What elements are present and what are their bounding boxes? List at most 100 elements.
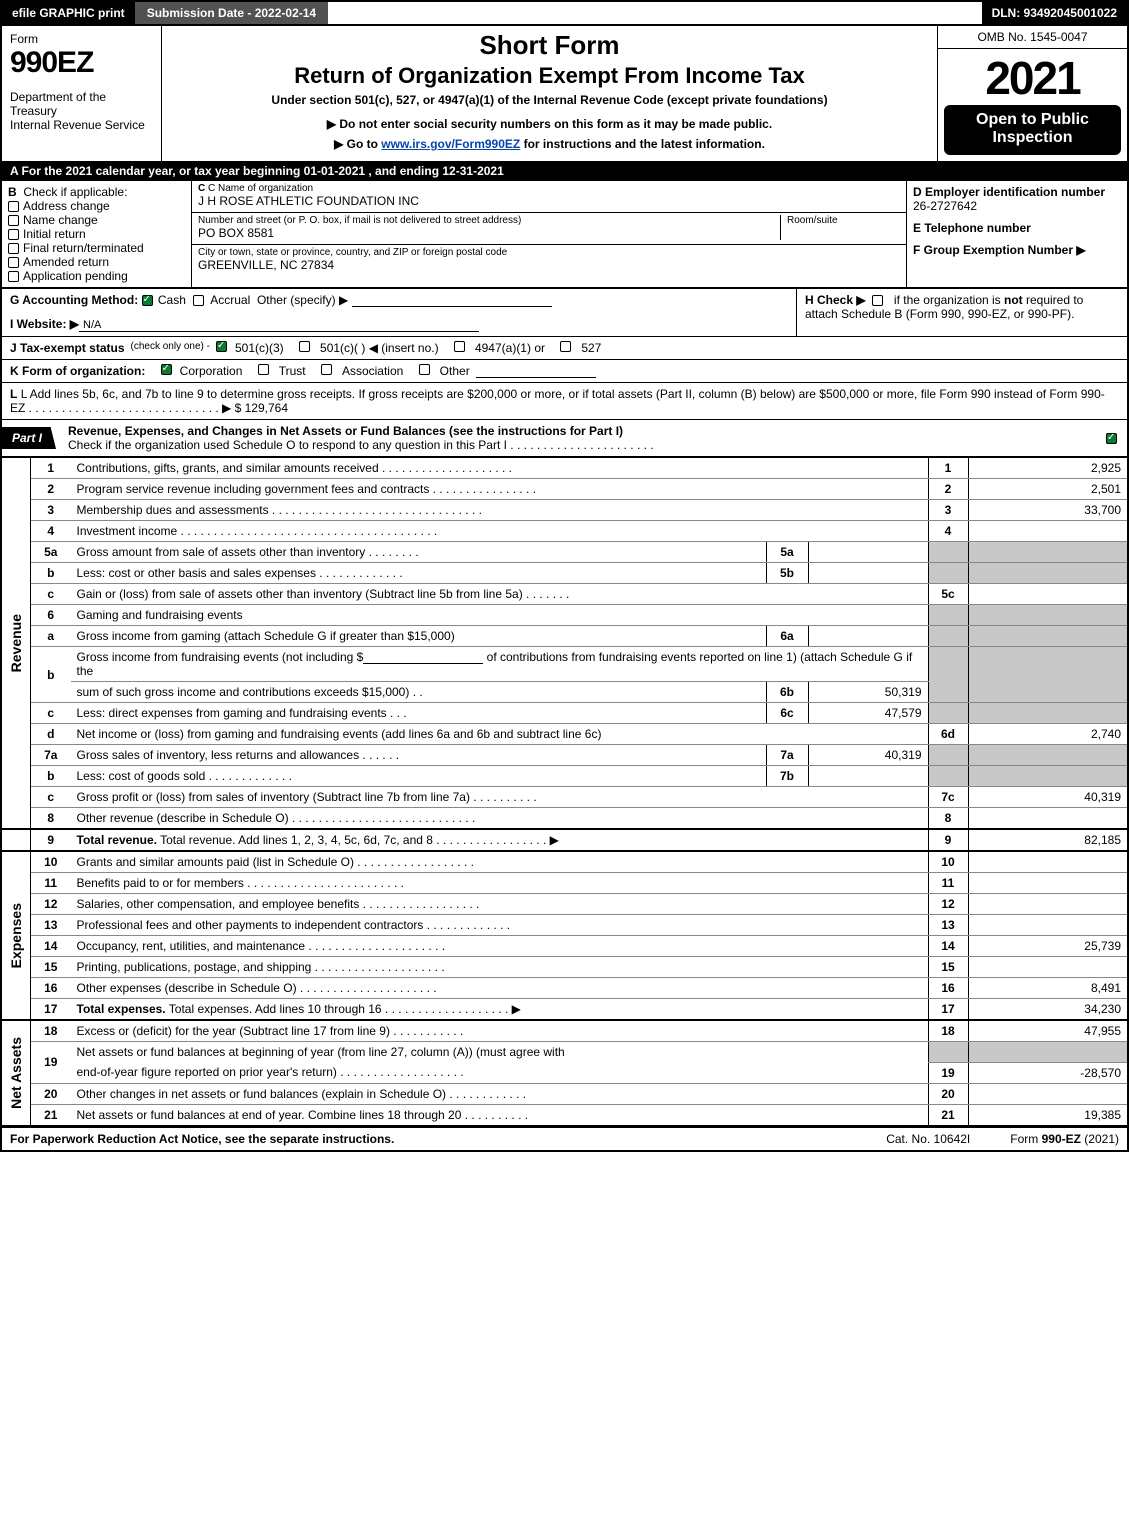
group-exemption-label: F Group Exemption Number ▶: [913, 243, 1121, 257]
line-2-desc: Program service revenue including govern…: [71, 479, 929, 500]
chk-name-change[interactable]: [8, 215, 19, 226]
row-l: L L Add lines 5b, 6c, and 7b to line 9 t…: [0, 383, 1129, 420]
line-13-desc: Professional fees and other payments to …: [71, 915, 929, 936]
top-bar: efile GRAPHIC print Submission Date - 20…: [0, 0, 1129, 26]
line-6a-desc: Gross income from gaming (attach Schedul…: [71, 626, 767, 647]
form-title-block: Short Form Return of Organization Exempt…: [162, 26, 937, 161]
chk-association[interactable]: [321, 364, 332, 375]
line-11-desc: Benefits paid to or for members . . . . …: [71, 873, 929, 894]
line-21-val: 19,385: [968, 1104, 1128, 1126]
line-11-val: [968, 873, 1128, 894]
line-6b-val: 50,319: [808, 682, 928, 703]
other-org-input[interactable]: [476, 364, 596, 378]
omb-number: OMB No. 1545-0047: [938, 26, 1127, 49]
dln: DLN: 93492045001022: [982, 2, 1127, 24]
chk-schedule-o-part1[interactable]: [1106, 433, 1117, 444]
line-4-val: [968, 521, 1128, 542]
line-7a-val: 40,319: [808, 745, 928, 766]
chk-501c3[interactable]: [216, 341, 227, 352]
line-12-val: [968, 894, 1128, 915]
line-7b-val: [808, 766, 928, 787]
line-6c-val: 47,579: [808, 703, 928, 724]
city-label: City or town, state or province, country…: [198, 247, 900, 258]
street-label: Number and street (or P. O. box, if mail…: [198, 215, 774, 226]
row-j: J Tax-exempt status (check only one) - 5…: [0, 337, 1129, 360]
line-6-desc: Gaming and fundraising events: [71, 605, 929, 626]
line-20-desc: Other changes in net assets or fund bala…: [71, 1083, 929, 1104]
line-6a-val: [808, 626, 928, 647]
line-21-desc: Net assets or fund balances at end of ye…: [71, 1104, 929, 1126]
row-a-period: A For the 2021 calendar year, or tax yea…: [0, 161, 1129, 181]
efile-label: efile GRAPHIC print: [2, 2, 135, 24]
line-18-val: 47,955: [968, 1020, 1128, 1042]
side-revenue: Revenue: [8, 614, 24, 672]
chk-501c[interactable]: [299, 341, 310, 352]
row-g-h: G Accounting Method: Cash Accrual Other …: [0, 289, 1129, 337]
other-method-input[interactable]: [352, 293, 552, 307]
chk-trust[interactable]: [258, 364, 269, 375]
line-2-val: 2,501: [968, 479, 1128, 500]
line-7b-desc: Less: cost of goods sold . . . . . . . .…: [71, 766, 767, 787]
line-7c-val: 40,319: [968, 787, 1128, 808]
chk-corporation[interactable]: [161, 364, 172, 375]
line-9-desc: Total revenue. Total revenue. Add lines …: [71, 829, 929, 851]
row-k: K Form of organization: Corporation Trus…: [0, 360, 1129, 383]
ein-value: 26-2727642: [913, 199, 1121, 213]
website-value: N/A: [79, 319, 479, 332]
row-h: H Check ▶ if the organization is not req…: [797, 289, 1127, 336]
website-label: I Website: ▶: [10, 317, 79, 331]
line-10-desc: Grants and similar amounts paid (list in…: [71, 851, 929, 873]
chk-amended-return[interactable]: [8, 257, 19, 268]
form-ref: Form 990-EZ (2021): [1010, 1132, 1119, 1146]
line-12-desc: Salaries, other compensation, and employ…: [71, 894, 929, 915]
chk-cash[interactable]: [142, 295, 153, 306]
line-16-desc: Other expenses (describe in Schedule O) …: [71, 978, 929, 999]
line-5b-val: [808, 563, 928, 584]
chk-final-return[interactable]: [8, 243, 19, 254]
part-1-title: Revenue, Expenses, and Changes in Net As…: [64, 420, 1106, 456]
line-1-desc: Contributions, gifts, grants, and simila…: [71, 458, 929, 479]
paperwork-notice: For Paperwork Reduction Act Notice, see …: [10, 1132, 846, 1146]
line-5a-val: [808, 542, 928, 563]
line-4-desc: Investment income . . . . . . . . . . . …: [71, 521, 929, 542]
line-19-val: -28,570: [968, 1062, 1128, 1083]
line-5c-val: [968, 584, 1128, 605]
cat-no: Cat. No. 10642I: [846, 1132, 1010, 1146]
line-15-val: [968, 957, 1128, 978]
line-8-val: [968, 808, 1128, 830]
chk-527[interactable]: [560, 341, 571, 352]
line-3-desc: Membership dues and assessments . . . . …: [71, 500, 929, 521]
chk-address-change[interactable]: [8, 201, 19, 212]
line-6b-amount-input[interactable]: [363, 650, 483, 664]
line-7c-desc: Gross profit or (loss) from sales of inv…: [71, 787, 929, 808]
line-6c-desc: Less: direct expenses from gaming and fu…: [71, 703, 767, 724]
submission-date: Submission Date - 2022-02-14: [135, 2, 328, 24]
form-word: Form: [10, 32, 153, 46]
line-6d-val: 2,740: [968, 724, 1128, 745]
chk-schedule-b[interactable]: [872, 295, 883, 306]
org-street: PO BOX 8581: [198, 226, 774, 240]
irs-link[interactable]: www.irs.gov/Form990EZ: [381, 137, 520, 151]
tel-label: E Telephone number: [913, 221, 1121, 235]
line-5c-desc: Gain or (loss) from sale of assets other…: [71, 584, 929, 605]
line-19-desc: Net assets or fund balances at beginning…: [71, 1042, 929, 1063]
org-city: GREENVILLE, NC 27834: [198, 258, 900, 272]
side-net-assets: Net Assets: [8, 1037, 24, 1109]
chk-initial-return[interactable]: [8, 229, 19, 240]
line-8-desc: Other revenue (describe in Schedule O) .…: [71, 808, 929, 830]
org-name-label: C Name of organization: [208, 183, 313, 194]
form-meta-block: OMB No. 1545-0047 2021 Open to Public In…: [937, 26, 1127, 161]
chk-application-pending[interactable]: [8, 271, 19, 282]
line-14-desc: Occupancy, rent, utilities, and maintena…: [71, 936, 929, 957]
chk-other-org[interactable]: [419, 364, 430, 375]
line-10-val: [968, 851, 1128, 873]
form-id-block: Form 990EZ Department of the Treasury In…: [2, 26, 162, 161]
chk-accrual[interactable]: [193, 295, 204, 306]
chk-4947[interactable]: [454, 341, 465, 352]
line-20-val: [968, 1083, 1128, 1104]
line-17-val: 34,230: [968, 999, 1128, 1021]
part-1-tab: Part I: [2, 427, 56, 449]
part-1-table: Revenue 1 Contributions, gifts, grants, …: [0, 458, 1129, 1127]
line-15-desc: Printing, publications, postage, and shi…: [71, 957, 929, 978]
line-13-val: [968, 915, 1128, 936]
